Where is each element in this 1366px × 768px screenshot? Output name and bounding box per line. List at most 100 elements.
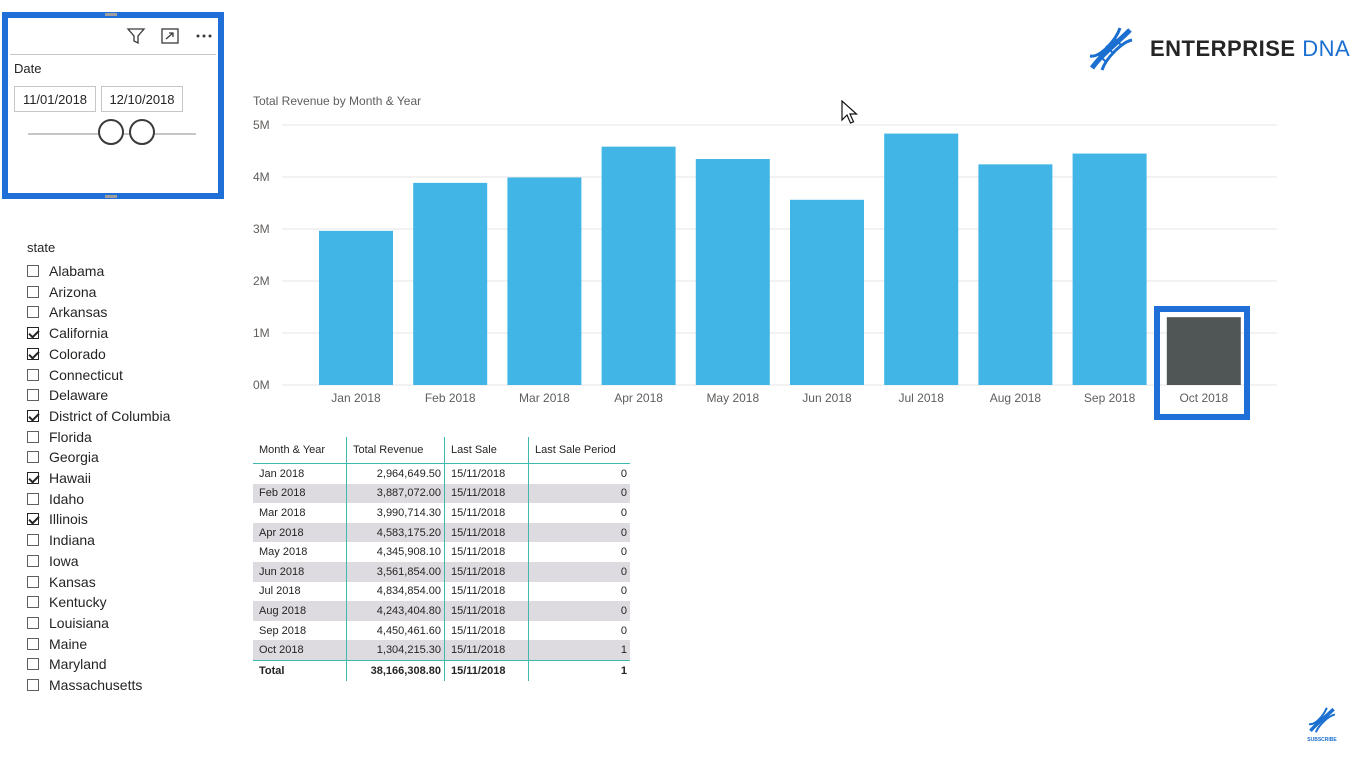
checkbox-unchecked[interactable] [27, 368, 39, 381]
state-option[interactable]: Illinois [27, 509, 88, 529]
checkbox-checked[interactable] [27, 409, 39, 422]
checkbox-unchecked[interactable] [27, 265, 39, 277]
table-row: Jan 2018 2,964,649.50 15/11/2018 0 [253, 463, 630, 484]
table-total-row: Total 38,166,308.80 15/11/2018 1 [253, 659, 630, 681]
y-tick-label: 3M [253, 222, 270, 236]
table-cell: 4,450,461.60 [346, 620, 445, 641]
checkbox-checked[interactable] [27, 327, 39, 340]
checkbox-unchecked[interactable] [27, 492, 39, 505]
bar[interactable] [413, 182, 488, 385]
table-row: Jun 2018 3,561,854.00 15/11/2018 0 [253, 561, 630, 582]
state-option[interactable]: Kentucky [27, 592, 107, 612]
logo-word-dna: DNA [1302, 36, 1351, 61]
state-option[interactable]: Massachusetts [27, 675, 142, 695]
state-option[interactable]: Colorado [27, 344, 106, 364]
table-cell: 15/11/2018 [444, 542, 529, 562]
state-option-label: Illinois [49, 511, 88, 528]
checkbox-unchecked[interactable] [27, 616, 39, 629]
state-option[interactable]: Indiana [27, 530, 95, 550]
state-option[interactable]: Idaho [27, 489, 84, 509]
table-cell: Oct 2018 [253, 640, 347, 661]
state-option[interactable]: Hawaii [27, 468, 91, 488]
state-option[interactable]: Florida [27, 427, 92, 447]
state-option[interactable]: Georgia [27, 447, 99, 467]
checkbox-unchecked[interactable] [27, 637, 39, 650]
table-total-cell: Total [253, 659, 347, 681]
table-total-cell: 38,166,308.80 [346, 659, 445, 681]
column-header[interactable]: Total Revenue [346, 437, 445, 464]
resize-handle-bottom[interactable] [105, 195, 117, 198]
state-option[interactable]: Arkansas [27, 302, 107, 322]
table-cell: 0 [620, 546, 627, 559]
checkbox-unchecked[interactable] [27, 596, 39, 609]
checkbox-checked[interactable] [27, 513, 39, 526]
state-option[interactable]: Delaware [27, 385, 108, 405]
state-slicer-title: state [27, 240, 56, 255]
table-cell: Aug 2018 [253, 601, 347, 621]
filter-icon[interactable] [126, 26, 146, 46]
date-slicer[interactable]: Date 11/01/2018 12/10/2018 [2, 12, 224, 199]
state-option-label: Alabama [49, 263, 105, 279]
state-option-label: Kansas [49, 573, 96, 590]
column-header[interactable]: Last Sale [444, 437, 529, 464]
column-header[interactable]: Last Sale Period [528, 437, 630, 464]
chart-title: Total Revenue by Month & Year [253, 94, 422, 108]
state-option[interactable]: Alabama [27, 261, 104, 281]
bar[interactable] [319, 230, 393, 385]
column-header[interactable]: Month & Year [253, 437, 347, 464]
subscribe-badge[interactable]: SUBSCRIBE [1305, 706, 1339, 743]
table-cell: 3,990,714.30 [346, 503, 445, 523]
table-cell: 4,834,854.00 [346, 581, 445, 602]
table-cell: 15/11/2018 [444, 620, 529, 641]
slider-end-handle[interactable] [129, 119, 155, 145]
table-cell: 15/11/2018 [444, 561, 529, 582]
bar[interactable] [1166, 317, 1241, 385]
checkbox-unchecked[interactable] [27, 306, 39, 319]
table-cell: 4,345,908.10 [346, 542, 445, 562]
bar[interactable] [790, 199, 864, 385]
state-option[interactable]: Connecticut [27, 365, 123, 385]
checkbox-checked[interactable] [27, 347, 39, 360]
x-tick-label: Mar 2018 [519, 391, 570, 405]
checkbox-unchecked[interactable] [27, 534, 39, 547]
state-option[interactable]: Louisiana [27, 613, 109, 633]
table-cell: 1,304,215.30 [346, 640, 445, 661]
checkbox-unchecked[interactable] [27, 554, 39, 567]
more-options-icon[interactable] [194, 26, 214, 46]
checkbox-unchecked[interactable] [27, 389, 39, 402]
bar[interactable] [695, 159, 770, 385]
checkbox-checked[interactable] [27, 472, 39, 484]
table-cell: 3,561,854.00 [346, 561, 445, 582]
table-row: Aug 2018 4,243,404.80 15/11/2018 0 [253, 601, 630, 621]
checkbox-unchecked[interactable] [27, 679, 39, 691]
state-option[interactable]: California [27, 323, 108, 343]
state-option[interactable]: Kansas [27, 572, 96, 592]
end-date-input[interactable]: 12/10/2018 [101, 86, 183, 112]
checkbox-unchecked[interactable] [27, 430, 39, 443]
state-option[interactable]: Iowa [27, 551, 79, 571]
checkbox-unchecked[interactable] [27, 658, 39, 671]
bar[interactable] [1072, 153, 1147, 385]
checkbox-unchecked[interactable] [27, 575, 39, 588]
bar[interactable] [507, 177, 582, 385]
state-option[interactable]: Maryland [27, 654, 107, 674]
resize-handle-top[interactable] [105, 13, 117, 16]
x-tick-label: Apr 2018 [614, 391, 663, 405]
state-option[interactable]: Maine [27, 634, 87, 654]
mouse-cursor-icon [841, 100, 859, 124]
start-date-input[interactable]: 11/01/2018 [14, 86, 96, 112]
state-option[interactable]: Arizona [27, 282, 96, 302]
table-cell: May 2018 [253, 542, 347, 562]
checkbox-unchecked[interactable] [27, 451, 39, 464]
dna-helix-icon [1308, 707, 1336, 733]
table-cell: 1 [528, 640, 630, 661]
table-cell: 15/11/2018 [444, 463, 529, 484]
bar[interactable] [884, 133, 959, 385]
checkbox-unchecked[interactable] [27, 285, 39, 298]
focus-mode-icon[interactable] [160, 26, 180, 46]
enterprise-dna-logo: ENTERPRISE DNA [1086, 24, 1350, 74]
bar[interactable] [978, 164, 1053, 385]
state-option[interactable]: District of Columbia [27, 406, 170, 426]
slider-start-handle[interactable] [98, 119, 124, 145]
bar[interactable] [601, 146, 676, 385]
